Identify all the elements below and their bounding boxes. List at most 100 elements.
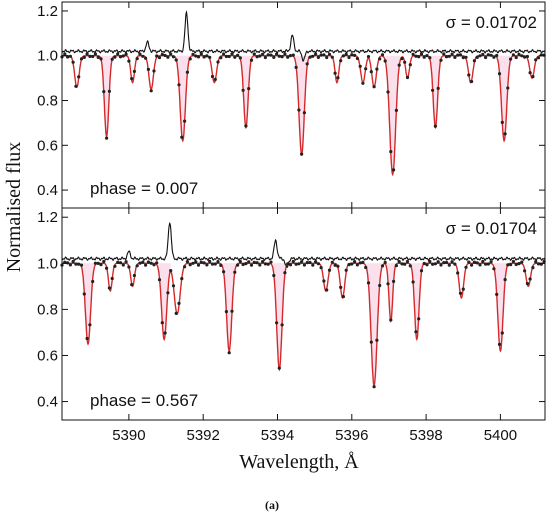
observed-point-158 <box>500 331 504 335</box>
observed-point-162 <box>511 259 515 264</box>
observed-point-51 <box>202 261 206 265</box>
observed-point-97 <box>330 260 334 264</box>
y-tick-label-1: 0.6 <box>37 347 58 364</box>
observed-point-135 <box>436 86 440 90</box>
observed-point-46 <box>188 263 192 267</box>
observed-point-69 <box>252 260 256 264</box>
observed-point-96 <box>327 268 332 272</box>
uncertainty-band-13 <box>493 262 508 348</box>
sigma-annotation-top: σ = 0.01702 <box>446 13 537 32</box>
observed-point-88 <box>305 261 309 265</box>
uncertainty-band-7 <box>294 55 309 151</box>
observed-point-138 <box>444 260 449 265</box>
observed-point-7 <box>79 263 84 267</box>
observed-point-115 <box>380 264 385 268</box>
observed-point-96 <box>327 52 332 56</box>
observed-point-104 <box>350 53 354 57</box>
observed-point-26 <box>132 69 136 73</box>
y-tick-label-0: 0.4 <box>37 394 58 411</box>
observed-point-90 <box>311 54 315 58</box>
observed-point-103 <box>347 263 351 267</box>
observed-point-129 <box>419 269 424 273</box>
observed-point-31 <box>146 260 150 264</box>
observed-point-46 <box>188 57 192 61</box>
observed-point-127 <box>414 330 418 334</box>
observed-point-40 <box>171 55 176 59</box>
observed-points <box>60 259 546 389</box>
x-tick-label-5: 5400 <box>484 427 517 444</box>
observed-point-149 <box>475 55 479 60</box>
observed-point-41 <box>174 58 178 62</box>
observed-point-62 <box>233 55 237 59</box>
observed-point-85 <box>297 108 301 112</box>
observed-point-22 <box>121 54 125 58</box>
observed-point-133 <box>431 262 435 266</box>
observed-point-156 <box>495 292 499 296</box>
observed-point-65 <box>241 262 245 267</box>
observed-point-168 <box>528 277 532 281</box>
observed-point-29 <box>141 260 145 264</box>
observed-point-101 <box>341 54 345 58</box>
observed-point-153 <box>486 262 490 266</box>
observed-point-110 <box>366 281 371 285</box>
observed-point-161 <box>509 57 513 61</box>
y-tick-label-2: 0.8 <box>37 301 58 318</box>
uncertainty-band-4 <box>176 55 190 138</box>
x-tick-label-1: 5392 <box>186 427 219 444</box>
observed-point-141 <box>453 55 457 60</box>
observed-point-80 <box>283 52 287 56</box>
observed-point-147 <box>470 263 474 267</box>
observed-point-4 <box>71 60 75 64</box>
observed-point-10 <box>88 323 92 327</box>
observed-point-54 <box>210 74 215 79</box>
observed-point-164 <box>517 262 521 266</box>
x-tick-label-4: 5398 <box>409 427 442 444</box>
observed-point-137 <box>442 261 446 265</box>
observed-point-44 <box>183 119 187 123</box>
observed-point-74 <box>266 53 270 57</box>
observed-point-112 <box>372 385 376 389</box>
observed-point-39 <box>169 269 173 273</box>
observed-point-170 <box>534 58 538 62</box>
observed-point-126 <box>411 52 415 57</box>
observed-point-163 <box>514 55 518 60</box>
observed-point-79 <box>280 55 284 59</box>
observed-point-38 <box>166 291 170 295</box>
observed-point-9 <box>85 336 89 341</box>
observed-point-139 <box>447 263 451 267</box>
observed-point-63 <box>236 263 240 267</box>
observed-point-19 <box>113 55 117 59</box>
observed-point-20 <box>116 52 120 56</box>
observed-point-113 <box>375 338 379 342</box>
observed-point-34 <box>155 54 159 58</box>
observed-point-159 <box>503 278 507 282</box>
observed-point-63 <box>236 53 240 58</box>
observed-point-116 <box>383 59 387 63</box>
observed-point-120 <box>394 108 398 112</box>
observed-point-5 <box>74 84 78 88</box>
observed-point-48 <box>194 260 198 264</box>
observed-point-27 <box>135 57 139 61</box>
model-fit-line <box>62 262 545 388</box>
observed-point-95 <box>325 288 329 292</box>
observed-point-135 <box>436 260 440 264</box>
observed-point-114 <box>378 57 382 61</box>
observed-point-99 <box>336 264 340 268</box>
observed-point-166 <box>523 55 527 59</box>
observed-point-124 <box>405 259 410 264</box>
observed-point-49 <box>196 55 201 59</box>
observed-point-47 <box>191 261 195 265</box>
observed-point-59 <box>224 54 228 59</box>
figure-caption: (a) <box>265 498 279 512</box>
observed-point-66 <box>244 124 248 128</box>
observed-point-88 <box>305 62 309 66</box>
observed-point-89 <box>308 55 312 59</box>
observed-point-154 <box>489 260 493 264</box>
observed-point-152 <box>484 55 488 60</box>
observed-point-60 <box>227 54 231 59</box>
observed-point-144 <box>461 287 465 291</box>
y-tick-label-1: 0.6 <box>37 137 58 154</box>
observed-point-60 <box>227 351 231 355</box>
observed-point-159 <box>503 132 507 136</box>
observed-point-55 <box>213 77 217 81</box>
